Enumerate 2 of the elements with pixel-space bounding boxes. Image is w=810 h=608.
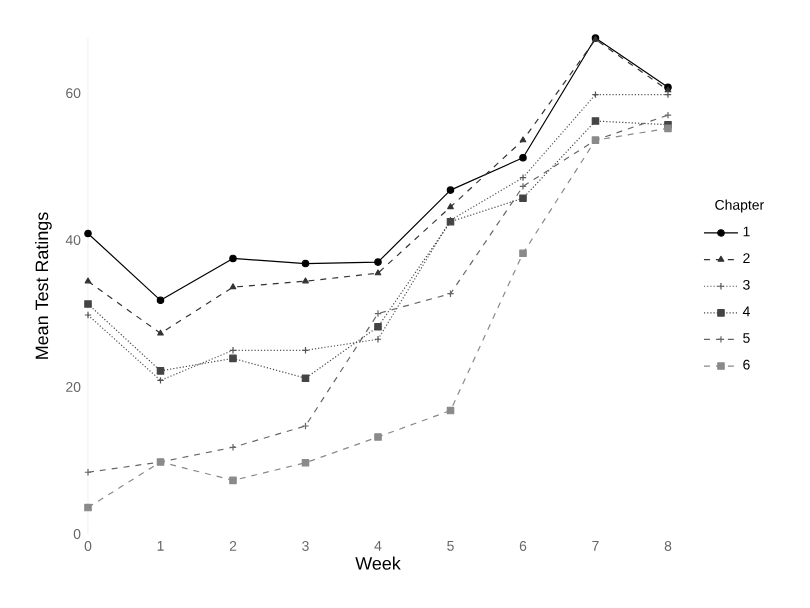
- y-axis-title: Mean Test Ratings: [35, 212, 52, 359]
- x-axis-title: Week: [355, 556, 401, 570]
